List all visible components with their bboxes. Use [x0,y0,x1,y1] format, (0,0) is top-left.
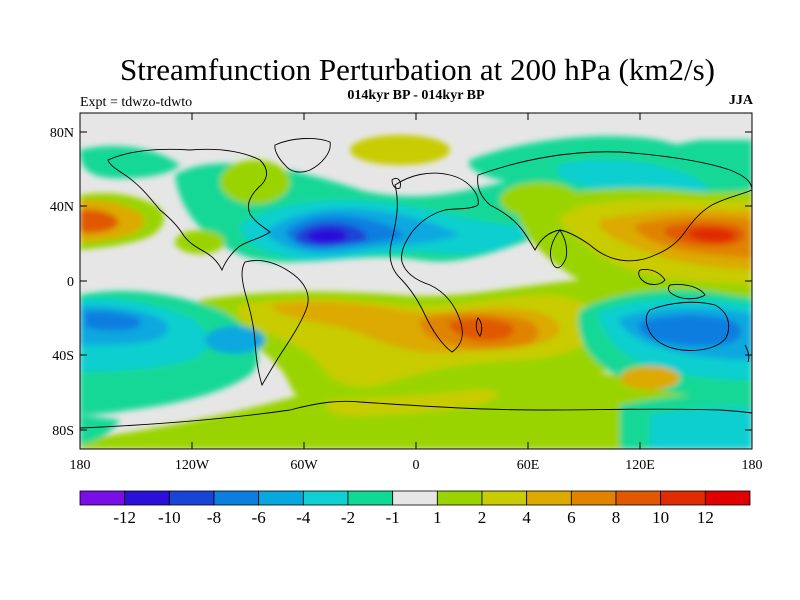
colorbar-swatch [570,490,617,506]
lon-tick-60e: 60E [517,458,540,473]
contour-neg-australia-6 [638,314,742,346]
colorbar-label: -8 [207,508,221,527]
coastlines [80,138,752,429]
colorbar-swatch [213,490,260,506]
lon-tick-120e: 120E [625,458,655,473]
colorbar-swatch [615,490,662,506]
colorbar-swatch [168,490,215,506]
contour-pos-gulf [175,230,225,254]
lon-tick-120w: 120W [175,458,210,473]
colorbar-swatch [258,490,304,506]
contour-neg-southamerica [205,326,265,354]
lat-tick-marks [80,131,752,431]
lat-tick-labels: 80N 40N 0 40S 80S [50,126,74,439]
lat-tick-80s: 80S [52,424,74,439]
lon-tick-60w: 60W [290,458,318,473]
lat-tick-0: 0 [67,275,74,290]
colorbar-label: -12 [113,508,136,527]
colorbar-swatch [124,490,170,506]
colorbar-swatch [392,490,438,506]
contour-pos-westpacific-10 [687,227,735,243]
contour-pos-south-indian [620,366,680,390]
lat-tick-40s: 40S [52,349,74,364]
colorbar-label: -10 [158,508,181,527]
colorbar-label: 2 [478,508,487,527]
lon-tick-180w: 180 [70,458,91,473]
lon-tick-180e: 180 [742,458,763,473]
contour-neg-atlantic-10 [305,227,348,245]
colorbar-swatch [302,490,349,506]
contour-neg-antarctic-west [80,415,120,445]
lon-tick-labels: 180 120W 60W 0 60E 120E 180 [70,458,763,473]
colorbar-label: -2 [341,508,355,527]
colorbar-label: -4 [296,508,311,527]
chart-title: Streamfunction Perturbation at 200 hPa (… [120,52,715,87]
colorbar-label: -6 [252,508,266,527]
colorbar-label: 4 [522,508,531,527]
contour-pos-northpole [350,135,450,165]
contour-pos-cpacific-8 [80,209,119,233]
colorbar-swatch [79,490,126,506]
colorbar-label: 8 [612,508,621,527]
colorbar-swatch [481,490,528,506]
experiment-label: Expt = tdwzo-tdwto [80,95,193,110]
colorbar-labels: -12 -10 -8 -6 -4 -2 -1 1 2 4 6 8 10 12 [113,508,714,527]
contour-pos-greenland [220,160,290,204]
lat-tick-40n: 40N [50,200,74,215]
chart-subtitle: 014kyr BP - 014kyr BP [347,88,485,103]
colorbar-swatch [660,490,706,506]
lon-tick-marks [79,113,753,449]
colorbar-swatch [436,490,483,506]
contour-neg-southpacific-6 [85,311,142,331]
contour-field [80,113,752,449]
contour-neg-antarctic-2 [650,407,752,449]
colorbar-label: 12 [697,508,714,527]
lat-tick-80n: 80N [50,126,74,141]
colorbar [79,490,751,506]
contour-neg-pacific-sub [80,145,180,179]
colorbar-label: 10 [652,508,669,527]
lon-tick-0: 0 [413,458,420,473]
contour-pos-scandinavia [500,182,580,218]
colorbar-label: -1 [386,508,400,527]
season-label: JJA [728,93,753,108]
contour-pos-southern-ocean-2 [326,389,499,416]
colorbar-swatch [526,490,572,506]
colorbar-label: 6 [567,508,576,527]
colorbar-swatch [347,490,394,506]
colorbar-label: 1 [433,508,442,527]
colorbar-swatch [704,490,751,506]
